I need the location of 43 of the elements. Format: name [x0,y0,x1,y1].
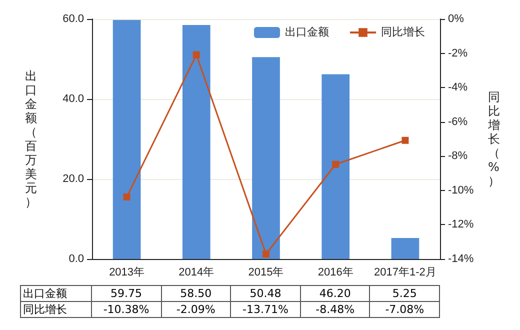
y2-tick-label: 0% [448,13,464,25]
data-label: -8.48% [300,302,370,318]
y2-tick-label: -6% [448,116,468,128]
y2-axis-title: 同比增长（%） [487,90,500,188]
data-label: -10.38% [92,302,162,318]
point [332,160,340,168]
x-tick-label: 2014年 [178,266,214,278]
text: 出口金额 [23,287,67,300]
y2-tick-label: -8% [448,150,468,162]
data-label: 59.75 [92,286,162,302]
text: 同比增长 [23,303,67,316]
x-tick-label: 2015年 [248,266,284,278]
legend-label: 出口金额 [285,26,329,38]
data-label: -7.08% [370,302,440,318]
data-label: -2.09% [161,302,231,318]
bar [322,74,350,259]
y-tick-label: 20.0 [62,173,84,185]
y-tick-label: 0.0 [68,253,84,265]
point [402,136,409,144]
y-tick-label: 60.0 [62,13,84,25]
x-tick-label: 2013年 [109,266,145,278]
text: 出口金额（百万美元） [25,69,37,209]
y2-tick-label: -4% [448,82,468,94]
x-tick-label: 2016年 [318,266,354,278]
y2-tick-label: -10% [448,184,474,196]
point [123,193,130,200]
point [192,51,200,58]
data-label: 50.48 [230,286,300,302]
x-tick-label: 2017年1-2月 [374,266,436,278]
bar [391,238,420,259]
bar [112,20,141,259]
bar [182,25,210,259]
data-label: 46.20 [300,286,370,302]
point [262,250,270,258]
y2-tick-label: -2% [448,47,468,60]
y-tick-label: 40.0 [62,93,84,105]
data-label: -13.71% [230,302,300,318]
y2-tick-label: -14% [448,253,474,265]
legend-label: 同比增长 [381,26,425,38]
data-label: 5.25 [370,286,440,302]
y2-tick-label: -12% [448,218,474,231]
bar [252,57,280,259]
data-label: 58.50 [161,286,231,302]
